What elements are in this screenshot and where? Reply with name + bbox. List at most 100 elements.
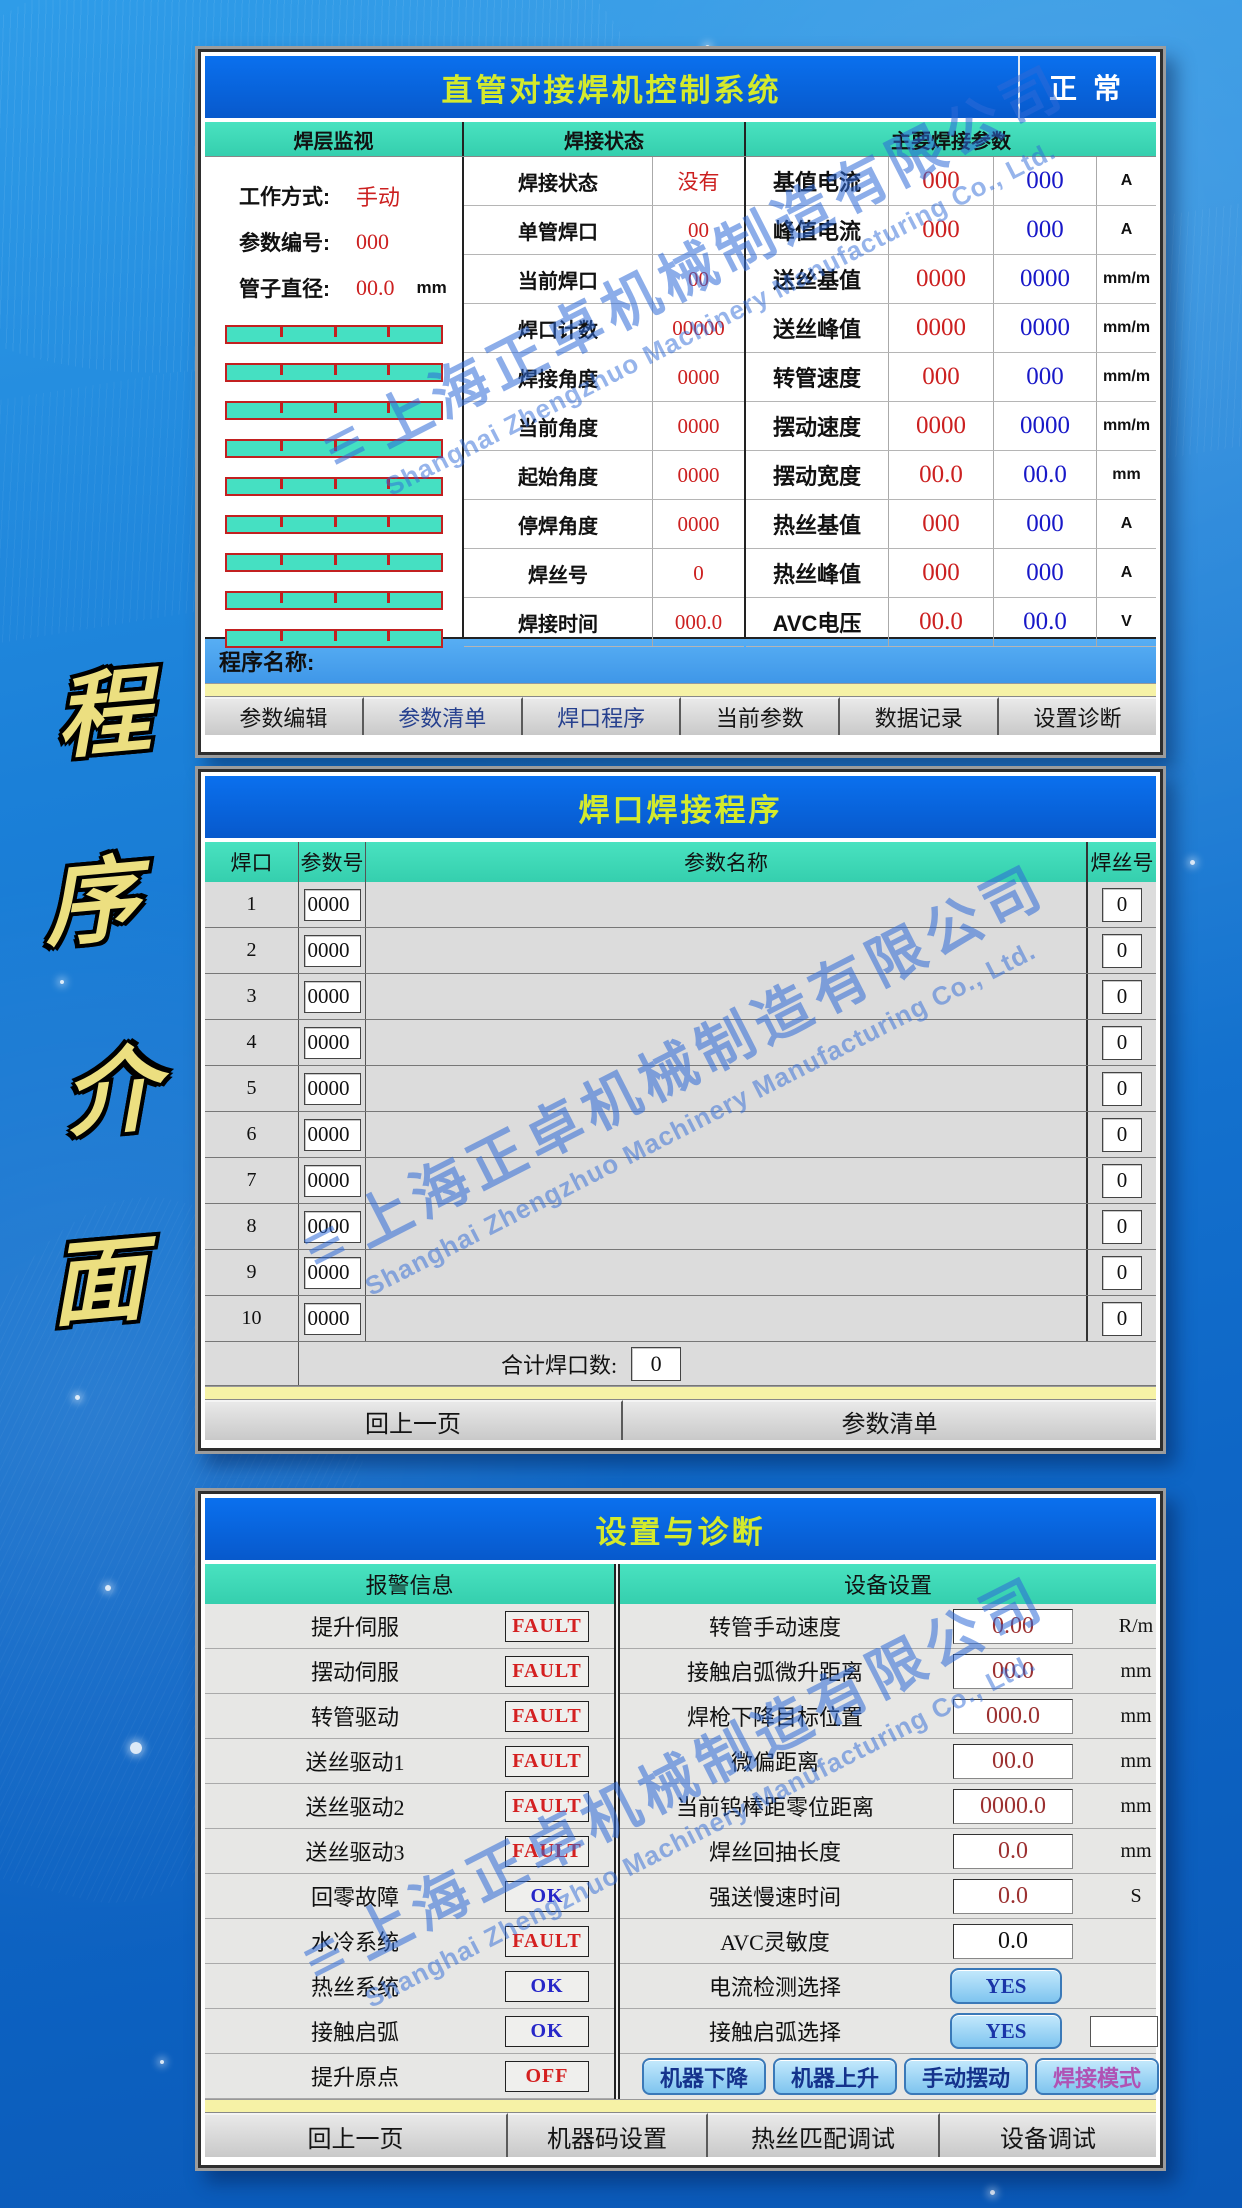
alarm-label: 回零故障 <box>310 1885 399 1910</box>
setting-value-input[interactable]: 0.0 <box>953 1834 1073 1869</box>
nav-button-当前参数[interactable]: 当前参数 <box>681 697 841 735</box>
alarm-row: 送丝驱动2 FAULT <box>205 1784 614 1829</box>
param-row-label: 基值电流 <box>772 170 861 195</box>
alarm-row: 送丝驱动3 FAULT <box>205 1829 614 1874</box>
param-actual-value: 00.0 <box>993 451 1096 499</box>
settings-header: 设备设置 <box>620 1564 1156 1604</box>
panel2-titlebar: 焊口焊接程序 <box>205 776 1156 838</box>
nav-button-参数清单[interactable]: 参数清单 <box>363 697 523 735</box>
weld-layer-bars <box>205 325 462 648</box>
status-row-label: 焊口计数 <box>464 304 653 352</box>
panel3-title: 设置与诊断 <box>595 1514 766 1550</box>
toggle-label: 接触启弧选择 <box>708 2020 841 2045</box>
joint-number: 3 <box>246 985 257 1007</box>
wire-no-input[interactable]: 0 <box>1102 1301 1142 1336</box>
panel2-column-headers: 焊口 参数号 参数名称 焊丝号 <box>205 842 1156 882</box>
param-name-cell <box>365 1066 1086 1111</box>
param-no-input[interactable]: 0000 <box>303 1026 361 1059</box>
wire-no-input[interactable]: 0 <box>1102 1255 1142 1290</box>
setting-value-input[interactable]: 0.0 <box>953 1924 1073 1959</box>
setting-value-input[interactable]: 0.0 <box>953 1879 1073 1914</box>
status-row-value: 0000 <box>677 364 720 389</box>
alarm-row: 接触启弧 OK <box>205 2009 614 2054</box>
weld-layer-bar <box>224 325 443 344</box>
setting-row: 当前钨棒距零位距离 0000.0 mm <box>620 1784 1156 1829</box>
nav-button-参数编辑[interactable]: 参数编辑 <box>205 697 364 735</box>
sparkle <box>1190 860 1195 865</box>
panel1-section-headers: 焊层监视 焊接状态 主要焊接参数 <box>205 122 1156 156</box>
param-no-input[interactable]: 0000 <box>303 1118 361 1151</box>
wire-no-input[interactable]: 0 <box>1102 1163 1142 1198</box>
setting-value-input[interactable]: 000.0 <box>953 1699 1073 1734</box>
sparkle <box>60 980 64 984</box>
wire-no-input[interactable]: 0 <box>1102 1025 1142 1060</box>
alarm-label: 接触启弧 <box>310 2020 399 2045</box>
param-unit: A <box>1096 500 1156 548</box>
param-no-input[interactable]: 0000 <box>303 1210 361 1243</box>
nav-button-焊口程序[interactable]: 焊口程序 <box>522 697 682 735</box>
param-no-input[interactable]: 0000 <box>303 1164 361 1197</box>
param-set-value: 0000 <box>888 402 993 450</box>
setting-value-input[interactable]: 00.0 <box>953 1744 1073 1779</box>
bar-tick <box>333 403 337 413</box>
alarm-status-box: FAULT <box>505 1926 589 1957</box>
nav-button-回上一页[interactable]: 回上一页 <box>205 1400 623 1440</box>
joint-program-panel: 焊口焊接程序 焊口 参数号 参数名称 焊丝号 1 0000 0 2 0000 0 3 0000… <box>195 766 1166 1454</box>
bar-tick <box>387 555 390 565</box>
toggle-button-接触启弧选择[interactable]: YES <box>950 2013 1062 2049</box>
param-name-cell <box>365 1204 1086 1249</box>
param-set-value: 00.0 <box>888 598 993 646</box>
nav-button-回上一页[interactable]: 回上一页 <box>205 2113 508 2157</box>
joint-number: 7 <box>246 1169 257 1191</box>
param-unit: V <box>1096 598 1156 646</box>
nav-button-热丝匹配调试[interactable]: 热丝匹配调试 <box>708 2113 940 2157</box>
wire-no-input[interactable]: 0 <box>1102 887 1142 922</box>
monitor-field: 参数编号: 000 <box>205 219 462 265</box>
action-button-手动摆动[interactable]: 手动摆动 <box>904 2058 1028 2095</box>
main-control-panel-body: 直管对接焊机控制系统 正常 焊层监视 焊接状态 主要焊接参数 工作方式: 手动 参数… <box>198 49 1163 755</box>
param-no-input[interactable]: 0000 <box>303 934 361 967</box>
main-control-panel: 直管对接焊机控制系统 正常 焊层监视 焊接状态 主要焊接参数 工作方式: 手动 参数… <box>195 46 1166 758</box>
bar-tick <box>280 327 283 337</box>
action-button-焊接模式[interactable]: 焊接模式 <box>1035 2058 1159 2095</box>
status-row-label: 当前焊口 <box>464 255 653 303</box>
param-row: 送丝峰值 0000 0000 mm/m <box>746 304 1156 353</box>
setting-unit: mm <box>1120 1749 1152 1772</box>
setting-value-input[interactable]: 00.0 <box>953 1654 1073 1689</box>
param-no-input[interactable]: 0000 <box>303 1256 361 1289</box>
param-no-input[interactable]: 0000 <box>303 1072 361 1105</box>
nav-button-数据记录[interactable]: 数据记录 <box>840 697 1000 735</box>
nav-button-设置诊断[interactable]: 设置诊断 <box>999 697 1156 735</box>
bar-tick <box>333 555 337 565</box>
setting-value-input[interactable]: 0000.0 <box>953 1789 1073 1824</box>
wire-no-input[interactable]: 0 <box>1102 1071 1142 1106</box>
param-row-label: 送丝基值 <box>772 268 861 293</box>
action-button-机器上升[interactable]: 机器上升 <box>773 2058 897 2095</box>
total-joints-input[interactable]: 0 <box>631 1346 682 1381</box>
toggle-extra-box[interactable] <box>1090 2016 1158 2047</box>
wire-no-input[interactable]: 0 <box>1102 979 1142 1014</box>
alarm-section: 报警信息 提升伺服 FAULT 摆动伺服 FAULT 转管驱动 FAULT 送丝驱动1 FAU… <box>205 1564 614 2099</box>
status-row-value: 0000 <box>677 511 720 536</box>
wire-no-input[interactable]: 0 <box>1102 1117 1142 1152</box>
wire-no-input[interactable]: 0 <box>1102 933 1142 968</box>
weld-layer-bar <box>224 515 443 534</box>
param-no-input[interactable]: 0000 <box>303 980 361 1013</box>
wire-no-input[interactable]: 0 <box>1102 1209 1142 1244</box>
bar-tick <box>333 593 337 603</box>
weld-layer-bar <box>224 477 443 496</box>
param-no-input[interactable]: 0000 <box>303 1302 361 1335</box>
joint-program-row: 5 0000 0 <box>205 1066 1156 1112</box>
param-actual-value: 000 <box>993 549 1096 597</box>
toggle-row: 电流检测选择 YES <box>620 1964 1156 2009</box>
nav-button-参数清单[interactable]: 参数清单 <box>623 1400 1156 1440</box>
action-button-机器下降[interactable]: 机器下降 <box>642 2058 766 2095</box>
toggle-button-电流检测选择[interactable]: YES <box>950 1968 1062 2004</box>
setting-row: 接触启弧微升距离 00.0 mm <box>620 1649 1156 1694</box>
param-no-input[interactable]: 0000 <box>303 888 361 921</box>
monitor-field: 管子直径: 00.0 mm <box>205 265 462 311</box>
setting-value-input[interactable]: 0.00 <box>953 1609 1073 1644</box>
nav-button-机器码设置[interactable]: 机器码设置 <box>508 2113 708 2157</box>
nav-button-设备调试[interactable]: 设备调试 <box>940 2113 1156 2157</box>
bar-tick <box>387 365 390 375</box>
